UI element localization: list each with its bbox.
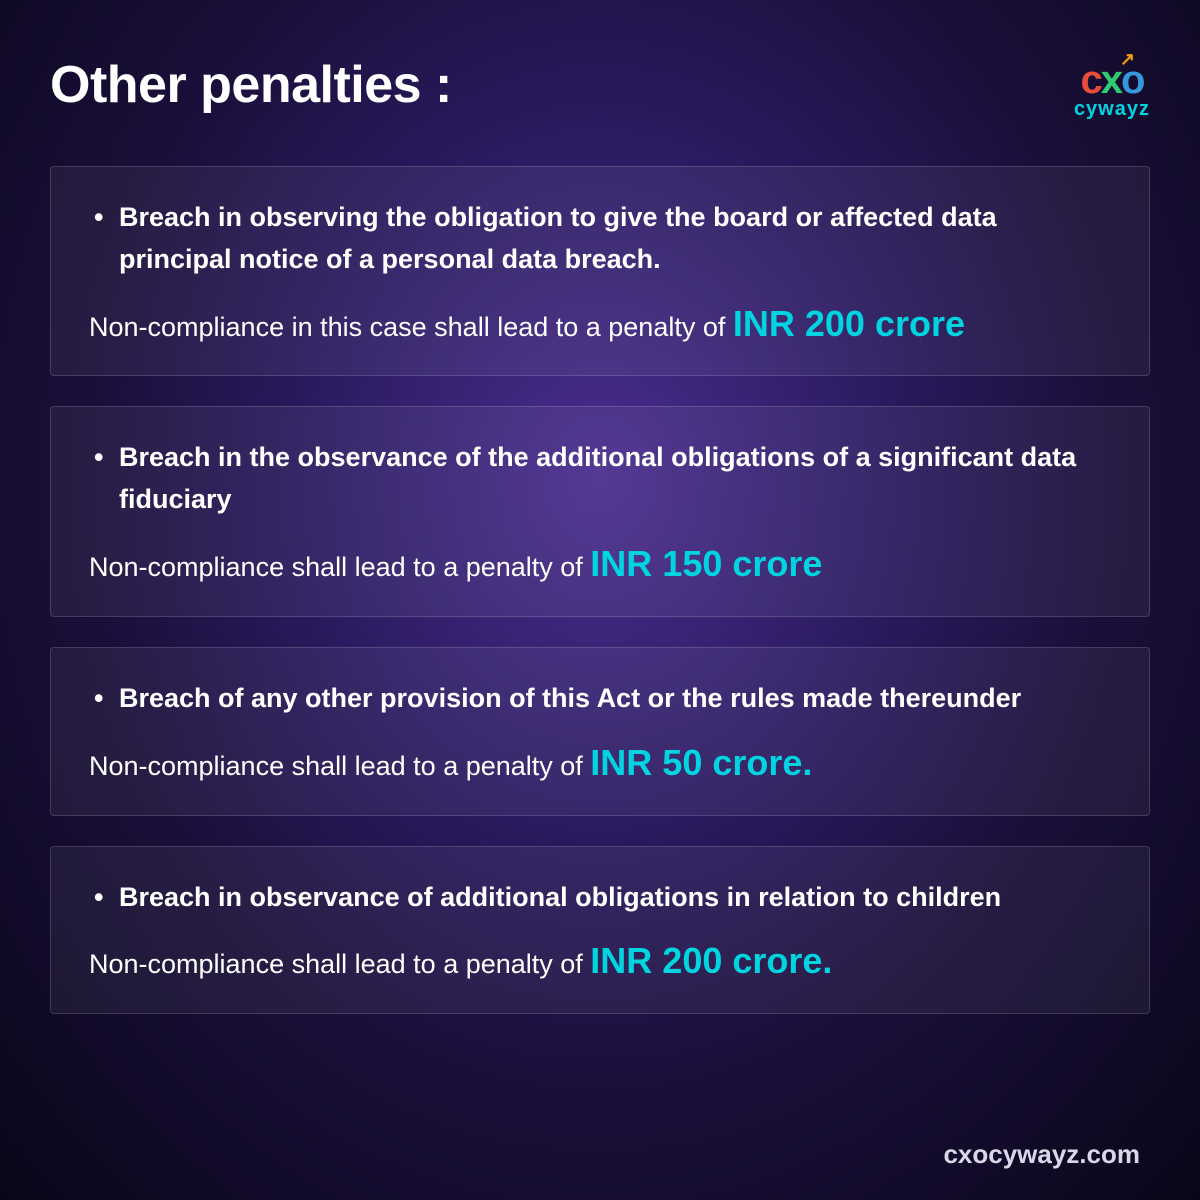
penalty-card: Breach in observance of additional oblig… bbox=[50, 846, 1150, 1015]
penalty-line: Non-compliance in this case shall lead t… bbox=[89, 301, 1111, 348]
penalty-card: Breach of any other provision of this Ac… bbox=[50, 647, 1150, 816]
penalty-amount: INR 200 crore. bbox=[590, 940, 832, 981]
penalty-bullet: Breach of any other provision of this Ac… bbox=[89, 678, 1111, 720]
penalty-prefix: Non-compliance shall lead to a penalty o… bbox=[89, 552, 590, 582]
logo-letter-x: x↗ bbox=[1101, 58, 1121, 102]
penalty-line: Non-compliance shall lead to a penalty o… bbox=[89, 938, 1111, 985]
logo-arrow-icon: ↗ bbox=[1120, 50, 1133, 68]
penalty-bullet: Breach in observing the obligation to gi… bbox=[89, 197, 1111, 281]
penalty-prefix: Non-compliance shall lead to a penalty o… bbox=[89, 751, 590, 781]
footer-url: cxocywayz.com bbox=[943, 1139, 1140, 1170]
penalty-card: Breach in the observance of the addition… bbox=[50, 406, 1150, 616]
penalty-amount: INR 50 crore. bbox=[590, 742, 812, 783]
logo-letter-c: c bbox=[1081, 58, 1101, 102]
header: Other penalties : cx↗o cywayz bbox=[50, 55, 1150, 121]
penalty-prefix: Non-compliance shall lead to a penalty o… bbox=[89, 949, 590, 979]
penalty-amount: INR 200 crore bbox=[733, 303, 965, 344]
penalty-line: Non-compliance shall lead to a penalty o… bbox=[89, 541, 1111, 588]
penalty-bullet: Breach in the observance of the addition… bbox=[89, 437, 1111, 521]
logo-top: cx↗o bbox=[1074, 60, 1150, 100]
page-title: Other penalties : bbox=[50, 55, 452, 115]
logo: cx↗o cywayz bbox=[1074, 55, 1150, 121]
penalty-amount: INR 150 crore bbox=[590, 543, 822, 584]
penalty-bullet: Breach in observance of additional oblig… bbox=[89, 877, 1111, 919]
penalty-line: Non-compliance shall lead to a penalty o… bbox=[89, 740, 1111, 787]
penalty-card: Breach in observing the obligation to gi… bbox=[50, 166, 1150, 376]
penalty-prefix: Non-compliance in this case shall lead t… bbox=[89, 312, 733, 342]
